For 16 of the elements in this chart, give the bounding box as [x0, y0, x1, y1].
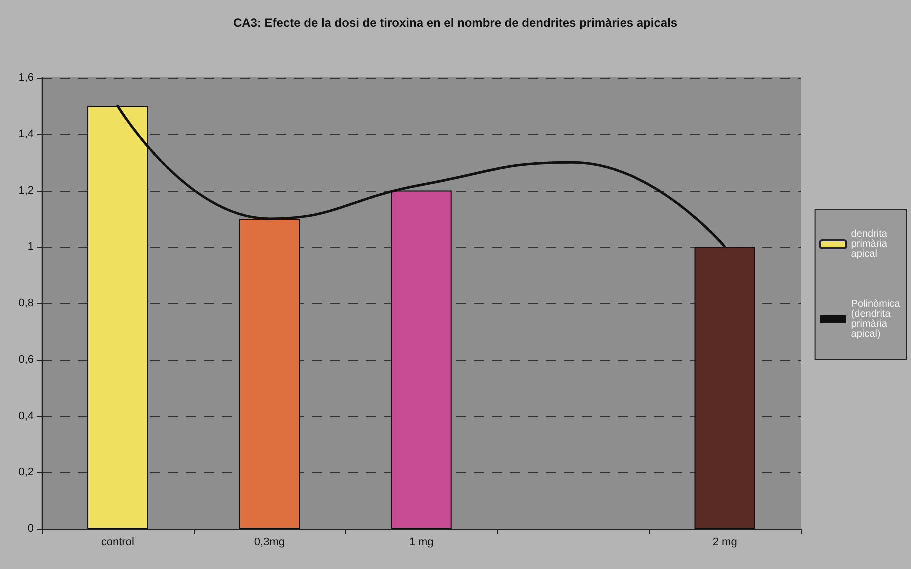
- y-tick-label: 1,6: [18, 72, 34, 84]
- legend-label: dendrita primària apical: [851, 229, 890, 260]
- y-tick-label: 0: [28, 523, 34, 535]
- y-tick-label: 0,4: [18, 410, 34, 422]
- x-tick-label: 1 mg: [409, 536, 434, 548]
- x-tick-label: 2 mg: [712, 536, 738, 548]
- x-tick-label: control: [101, 536, 134, 548]
- y-tick-label: 0,2: [18, 466, 34, 479]
- y-tick-label: 1,4: [18, 128, 34, 140]
- y-tick-label: 1: [28, 241, 34, 254]
- legend-label: Polinòmica (dendrita primària apical): [851, 299, 904, 340]
- chart-title: CA3: Efecte de la dosi de tiroxina en el nombre de dendrites primàries apicals: [233, 16, 678, 30]
- y-tick-label: 0,8: [18, 298, 34, 310]
- y-tick-label: 0,6: [18, 354, 34, 366]
- y-tick-label: 1,2: [18, 184, 34, 197]
- x-tick-label: 0,3mg: [254, 536, 285, 548]
